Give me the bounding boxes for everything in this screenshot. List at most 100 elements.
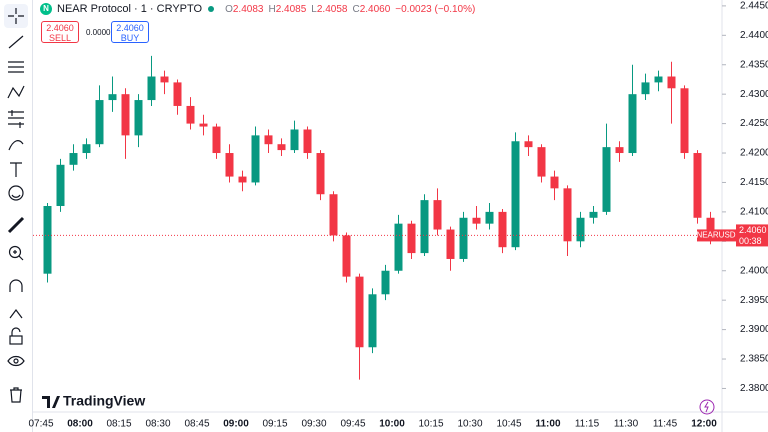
candle-body — [511, 141, 520, 248]
candle-body — [108, 94, 117, 101]
magnet-tool[interactable] — [9, 279, 23, 292]
x-tick-label: 09:45 — [340, 419, 365, 430]
candle-body — [212, 126, 221, 154]
x-tick-label: 10:00 — [379, 419, 405, 430]
candle-body — [576, 217, 585, 242]
buy-price: 2.4060 — [116, 23, 144, 33]
x-tick-label: 10:45 — [496, 419, 521, 430]
x-tick-label: 09:00 — [223, 419, 249, 430]
high-label: H — [268, 3, 276, 15]
candle-body — [537, 147, 546, 177]
fib-tool[interactable] — [8, 61, 24, 73]
candle-body — [459, 217, 468, 259]
buy-label: BUY — [120, 33, 140, 43]
candle-body — [264, 135, 273, 145]
y-tick-label: 2.4300 — [740, 89, 768, 100]
x-tick-label: 07:45 — [28, 419, 53, 430]
candle-body — [225, 153, 234, 177]
projection-tool[interactable] — [8, 110, 24, 128]
zoom-tool[interactable] — [8, 245, 24, 261]
candle-body — [420, 200, 429, 254]
y-tick-label: 2.3800 — [740, 383, 768, 394]
candle-body — [355, 276, 364, 348]
spread: 0.0000 — [86, 28, 111, 37]
low-value: 2.4058 — [316, 3, 348, 15]
candle-body — [680, 88, 689, 154]
x-tick-label: 09:15 — [262, 419, 287, 430]
trendline-tool[interactable] — [8, 35, 24, 49]
y-tick-label: 2.4350 — [740, 59, 768, 70]
sell-label: SELL — [48, 33, 72, 43]
goto-button[interactable] — [699, 399, 715, 415]
candle-body — [95, 100, 104, 145]
y-tick-label: 2.4450 — [740, 1, 768, 12]
candle-body — [394, 223, 403, 271]
buy-button[interactable]: 2.4060 BUY — [111, 21, 149, 43]
x-tick-label: 11:00 — [535, 419, 560, 430]
symbol-tag — [697, 229, 736, 242]
candle-body — [446, 229, 455, 259]
candle-body — [563, 188, 572, 242]
candle-body — [602, 147, 611, 212]
candle-body — [407, 223, 416, 254]
sell-button[interactable]: 2.4060 SELL — [41, 21, 79, 43]
logo-text: TradingView — [63, 393, 145, 409]
y-tick-label: 2.4000 — [740, 265, 768, 276]
candle-body — [82, 144, 91, 154]
crosshair-tool[interactable] — [4, 4, 28, 28]
change: −0.0023 (−0.10%) — [395, 3, 476, 15]
price-tag-price: 2.4060 — [739, 225, 767, 235]
candle-body — [615, 147, 624, 154]
symbol-tag-text: NEARUSD — [696, 231, 735, 240]
candle-body — [654, 76, 663, 83]
text-tool[interactable] — [10, 162, 22, 177]
candle-body — [238, 176, 247, 183]
toolbar — [4, 4, 28, 403]
x-tick-label: 08:30 — [145, 419, 170, 430]
visibility-tool[interactable] — [7, 355, 25, 367]
candle-body — [329, 194, 338, 236]
open-value: 2.4083 — [232, 3, 264, 15]
candle-body — [303, 129, 312, 154]
pattern-tool[interactable] — [7, 85, 25, 99]
candle-body — [147, 76, 156, 101]
candle-body — [121, 94, 130, 136]
logo-icon — [42, 396, 60, 408]
legend: N NEAR Protocol · 1 · CRYPTO O 2.4083 H 2.… — [40, 3, 475, 15]
candle-body — [160, 76, 169, 83]
x-tick-label: 11:15 — [575, 419, 600, 430]
candle-body — [134, 100, 143, 136]
symbol-name[interactable]: NEAR Protocol · 1 · CRYPTO — [57, 3, 203, 15]
candle-body — [368, 294, 377, 348]
y-tick-label: 2.3950 — [740, 295, 768, 306]
close-label: C — [352, 3, 360, 15]
candle-body — [251, 135, 260, 183]
ruler-tool[interactable] — [7, 216, 25, 234]
brush-tool[interactable] — [8, 140, 24, 151]
candle-body — [199, 123, 208, 127]
x-tick-label: 11:45 — [653, 419, 678, 430]
x-tick-label: 11:30 — [614, 419, 639, 430]
x-tick-label: 09:30 — [301, 419, 326, 430]
lock-draw-tool[interactable] — [9, 309, 23, 319]
candle-body — [589, 211, 598, 218]
candle-body — [628, 94, 637, 154]
x-tick-label: 08:00 — [67, 419, 93, 430]
candle-body — [524, 141, 533, 148]
low-label: L — [311, 3, 317, 15]
candle-body — [706, 217, 715, 236]
close-value: 2.4060 — [359, 3, 391, 15]
lock-tool[interactable] — [9, 327, 23, 345]
emoji-tool[interactable] — [8, 185, 24, 201]
candle-body — [342, 235, 351, 277]
tradingview-logo: TradingView — [42, 393, 145, 409]
candle-body — [667, 76, 676, 89]
candle-body — [485, 211, 494, 224]
y-tick-label: 2.4100 — [740, 207, 768, 218]
candle-body — [277, 144, 286, 151]
candle-body — [472, 217, 481, 224]
candle-body — [56, 164, 65, 206]
delete-tool[interactable] — [10, 387, 22, 403]
candle-body — [693, 153, 702, 218]
